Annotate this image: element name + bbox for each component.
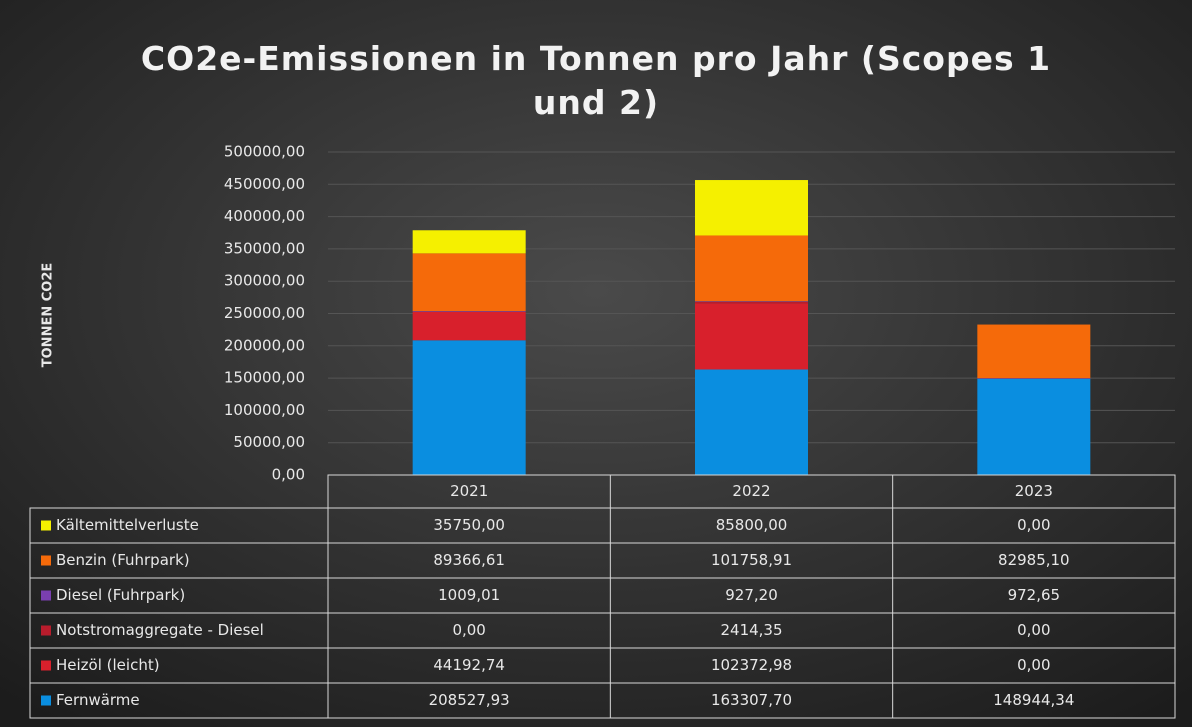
bar-segment	[695, 301, 808, 302]
table-value: 0,00	[452, 621, 485, 639]
legend-label: Fernwärme	[56, 691, 140, 709]
legend-label: Benzin (Fuhrpark)	[56, 551, 190, 569]
y-tick-label: 150000,00	[224, 369, 305, 387]
y-tick-label: 250000,00	[224, 304, 305, 322]
bar-segment	[977, 378, 1091, 379]
bar-segment	[695, 369, 808, 475]
y-tick-label: 450000,00	[224, 175, 305, 193]
bar-segment	[695, 180, 808, 236]
legend-label: Kältemittelverluste	[56, 516, 199, 534]
legend-key	[41, 520, 51, 531]
x-tick-label: 2023	[1015, 482, 1053, 500]
bar-segment	[977, 324, 1091, 379]
legend-label: Notstromaggregate - Diesel	[56, 621, 264, 639]
table-value: 102372,98	[711, 656, 792, 674]
legend-label: Diesel (Fuhrpark)	[56, 586, 185, 604]
y-tick-label: 100000,00	[224, 401, 305, 419]
bar-segment	[695, 301, 808, 304]
x-tick-label: 2022	[732, 482, 770, 500]
legend-key	[41, 625, 51, 636]
table-value: 89366,61	[433, 551, 505, 569]
bar-segment	[412, 253, 526, 312]
table-value: 148944,34	[993, 691, 1074, 709]
y-tick-label: 350000,00	[224, 239, 305, 257]
y-tick-label: 400000,00	[224, 207, 305, 225]
legend-key	[41, 555, 51, 566]
table-value: 2414,35	[720, 621, 782, 639]
bar-segment	[412, 311, 526, 312]
y-tick-label: 500000,00	[224, 143, 305, 161]
y-tick-label: 50000,00	[233, 433, 305, 451]
x-tick-label: 2021	[450, 482, 488, 500]
bar-segment	[695, 303, 808, 370]
table-value: 35750,00	[433, 516, 505, 534]
legend-key	[41, 660, 51, 671]
table-value: 208527,93	[429, 691, 510, 709]
table-value: 0,00	[1017, 516, 1050, 534]
table-value: 82985,10	[998, 551, 1070, 569]
legend-key	[41, 590, 51, 601]
legend-key	[41, 695, 51, 706]
table-value: 44192,74	[433, 656, 505, 674]
y-tick-label: 200000,00	[224, 336, 305, 354]
table-value: 0,00	[1017, 621, 1050, 639]
bar-segment	[412, 230, 526, 254]
legend-label: Heizöl (leicht)	[56, 656, 160, 674]
table-value: 0,00	[1017, 656, 1050, 674]
y-axis-title: TONNEN CO2E	[41, 263, 56, 367]
table-value: 85800,00	[716, 516, 788, 534]
table-value: 101758,91	[711, 551, 792, 569]
table-row	[29, 682, 1176, 719]
table-value: 1009,01	[438, 586, 500, 604]
bar-segment	[412, 311, 526, 341]
chart-title: CO2e-Emissionen in Tonnen pro Jahr (Scop…	[141, 39, 1051, 122]
bar-segment	[412, 340, 526, 475]
y-tick-label: 0,00	[272, 466, 305, 484]
y-tick-label: 300000,00	[224, 272, 305, 290]
bar-segment	[977, 378, 1091, 475]
bar-segment	[695, 235, 808, 302]
table-value: 972,65	[1008, 586, 1061, 604]
table-value: 927,20	[725, 586, 778, 604]
table-value: 163307,70	[711, 691, 792, 709]
